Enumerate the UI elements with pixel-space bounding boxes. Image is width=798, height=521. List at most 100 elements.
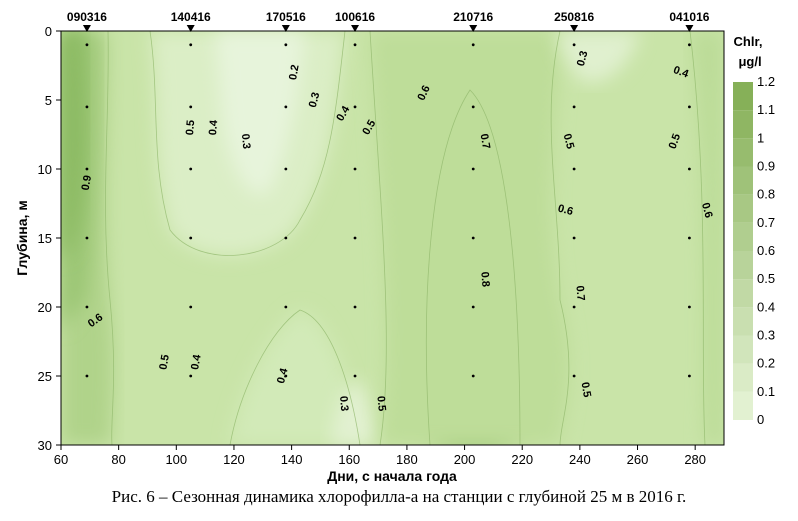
station-marker <box>570 25 579 32</box>
station-marker <box>469 25 478 32</box>
x-tick-label: 80 <box>111 452 125 467</box>
sample-point <box>85 43 89 47</box>
sample-point <box>284 167 288 171</box>
station-label: 170516 <box>266 10 306 24</box>
sample-point <box>353 236 357 240</box>
colorbar-tick-label: 0.9 <box>757 159 775 174</box>
sample-point <box>471 305 475 309</box>
colorbar-cell <box>733 194 753 223</box>
station-marker <box>685 25 694 32</box>
sample-point <box>284 305 288 309</box>
contour-label: 0.3 <box>575 50 591 68</box>
sample-point <box>85 167 89 171</box>
colorbar-tick-label: 0.3 <box>757 328 775 343</box>
station-label: 210716 <box>453 10 493 24</box>
colorbar-cell <box>733 307 753 336</box>
sample-point <box>471 43 475 47</box>
sample-point <box>284 105 288 109</box>
sample-point <box>353 167 357 171</box>
sample-point <box>353 374 357 378</box>
chlorophyll-field <box>61 31 724 445</box>
colorbar-tick-label: 0.1 <box>757 384 775 399</box>
sample-point <box>688 167 691 171</box>
station-label: 100616 <box>335 10 375 24</box>
colorbar-tick-label: 1.2 <box>757 74 775 89</box>
station-marker <box>82 25 91 32</box>
contour-label: 0.6 <box>699 201 715 219</box>
contour-label: 0.4 <box>275 366 291 385</box>
x-tick-label: 220 <box>511 452 533 467</box>
colorbar-cell <box>733 391 753 420</box>
y-axis-title: Глубина, м <box>14 200 30 275</box>
sample-point <box>189 105 193 109</box>
contour-label: 0.5 <box>374 395 387 411</box>
y-tick-label: 0 <box>45 24 52 39</box>
y-axis: 0 5 10 15 20 25 30 <box>38 24 61 453</box>
sample-points <box>85 43 691 378</box>
contour-label: 0.3 <box>337 395 350 411</box>
station-label: 250816 <box>554 10 594 24</box>
colorbar-tick-label: 0.6 <box>757 243 775 258</box>
x-axis-title: Дни, с начала года <box>327 468 457 484</box>
y-tick-label: 20 <box>38 300 52 315</box>
sample-point <box>572 236 576 240</box>
y-tick-label: 5 <box>45 93 52 108</box>
contour-label: 0.9 <box>80 174 94 191</box>
colorbar-tick-label: 0 <box>757 412 764 427</box>
contour-label: 0.5 <box>667 132 684 150</box>
sample-point <box>189 305 193 309</box>
station-marker <box>351 25 360 32</box>
contour-label: 0.7 <box>573 285 586 301</box>
contour-label: 0.8 <box>478 271 491 287</box>
x-tick-label: 180 <box>396 452 418 467</box>
colorbar-cell <box>733 363 753 392</box>
x-tick-label: 160 <box>338 452 360 467</box>
colorbar-tick-label: 0.2 <box>757 356 775 371</box>
sample-point <box>85 305 89 309</box>
x-tick-label: 120 <box>223 452 245 467</box>
y-tick-label: 15 <box>38 231 52 246</box>
x-tick-label: 240 <box>569 452 591 467</box>
contour-label: 0.6 <box>557 203 575 219</box>
sample-point <box>189 43 193 47</box>
contour-label: 0.5 <box>561 132 577 150</box>
contour-label: 0.3 <box>239 133 252 149</box>
sample-point <box>572 43 576 47</box>
sample-point <box>85 236 89 240</box>
x-tick-label: 200 <box>454 452 476 467</box>
x-tick-label: 100 <box>165 452 187 467</box>
station-marker <box>281 25 290 32</box>
contour-label: 0.3 <box>307 91 323 109</box>
sample-point <box>284 43 288 47</box>
contour-label: 0.6 <box>415 84 432 103</box>
station-label: 140416 <box>171 10 211 24</box>
x-tick-label: 60 <box>54 452 68 467</box>
sample-point <box>572 105 576 109</box>
colorbar-cell <box>733 82 753 111</box>
sample-point <box>284 236 288 240</box>
sample-point <box>688 43 691 47</box>
contour-labels: 0.9 0.6 0.5 0.4 0.5 0.4 0.3 0.2 0.3 0.4 0.5 0.6 0.7 0… <box>80 50 715 412</box>
contour-label: 0.4 <box>207 119 220 136</box>
colorbar-tick-label: 0.7 <box>757 215 775 230</box>
chlorophyll-contour-chart: 0.9 0.6 0.5 0.4 0.5 0.4 0.3 0.2 0.3 0.4 0.5 0.6 0.7 0… <box>14 10 775 484</box>
sample-point <box>688 105 691 109</box>
colorbar-tick-label: 0.8 <box>757 187 775 202</box>
colorbar-cell <box>733 251 753 280</box>
sample-point <box>353 305 357 309</box>
sample-point <box>471 374 475 378</box>
colorbar-cell <box>733 166 753 195</box>
sample-point <box>688 236 691 240</box>
colorbar-cell <box>733 222 753 251</box>
x-tick-label: 260 <box>627 452 649 467</box>
y-tick-label: 25 <box>38 369 52 384</box>
contour-label: 0.5 <box>184 119 197 135</box>
sample-point <box>353 105 357 109</box>
sample-point <box>572 167 576 171</box>
station-marker <box>186 25 195 32</box>
colorbar-tick-label: 0.5 <box>757 271 775 286</box>
colorbar-unit: μg/l <box>738 54 761 69</box>
figure-caption: Рис. 6 – Сезонная динамика хлорофилла-а … <box>111 487 687 506</box>
contour-label: 0.2 <box>287 64 301 81</box>
x-tick-label: 280 <box>684 452 706 467</box>
